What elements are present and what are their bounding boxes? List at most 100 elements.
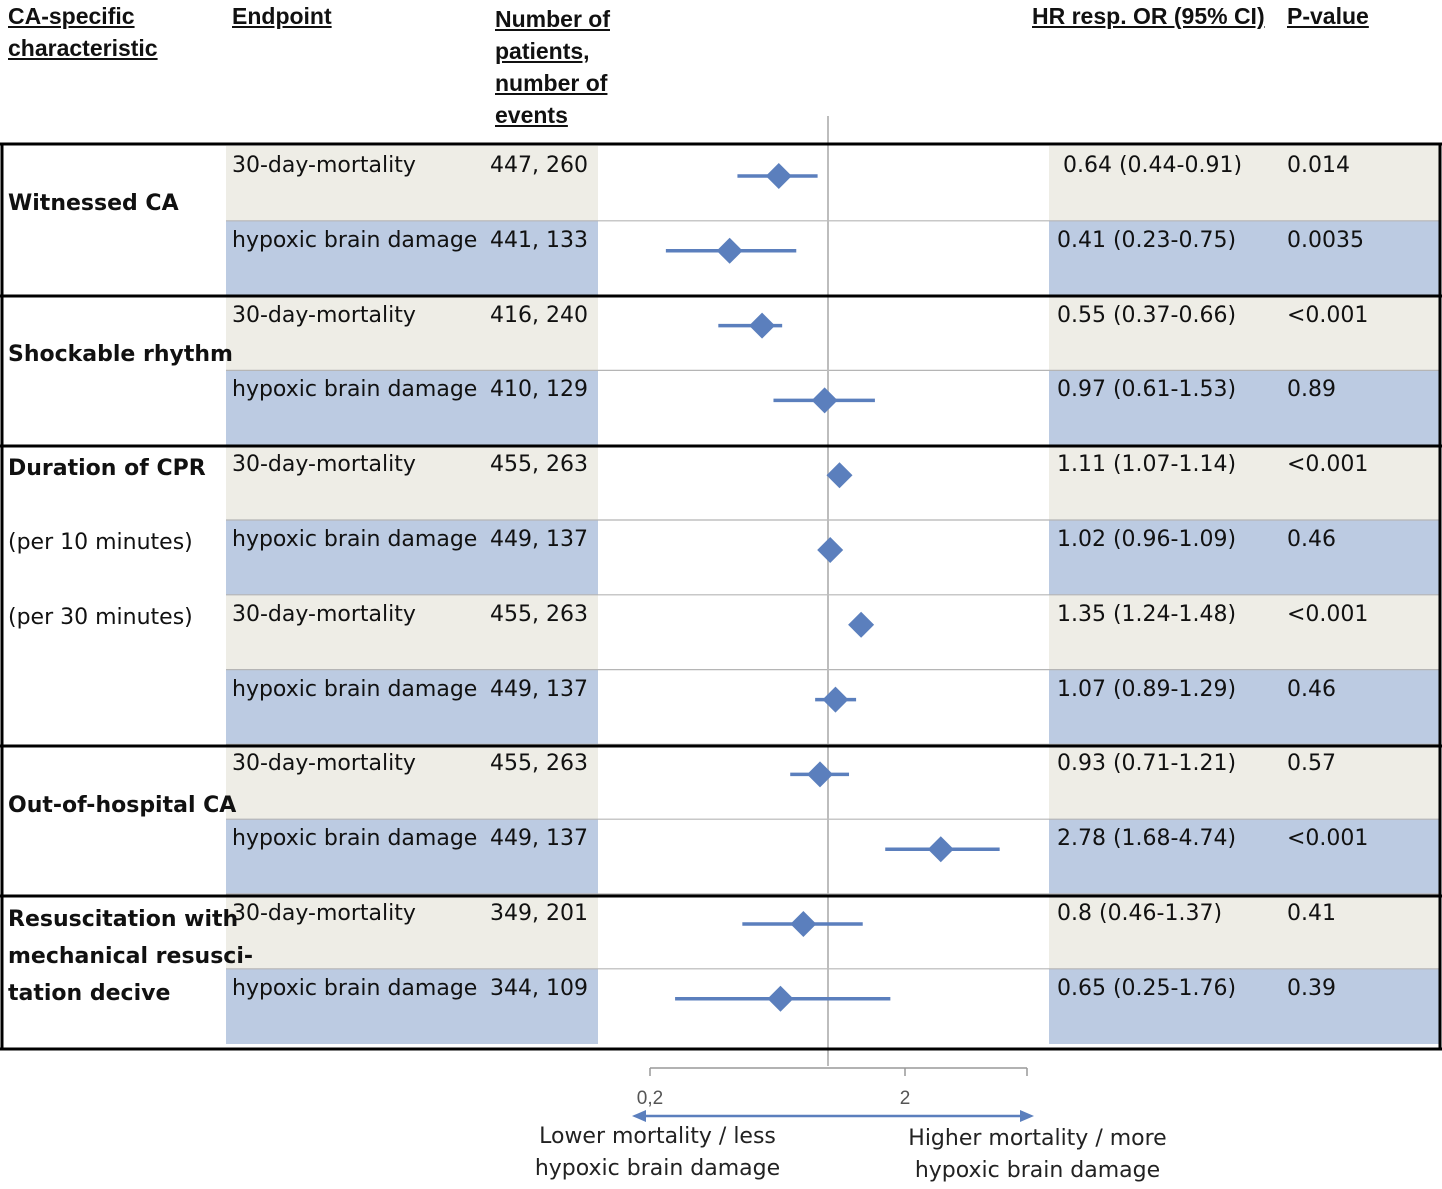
- endpoint-cell: hypoxic brain damage: [232, 975, 478, 1001]
- group-cpr-per30: (per 30 minutes): [8, 599, 193, 636]
- pvalue-cell: <0.001: [1287, 601, 1369, 627]
- row-band-left: [226, 220, 598, 296]
- row-band-left: [226, 968, 598, 1044]
- header-patients: Number of patients, number of events: [495, 6, 610, 128]
- endpoint-cell: 30-day-mortality: [232, 601, 416, 627]
- group-mechanical: Resuscitation with mechanical resusci- t…: [8, 901, 253, 1012]
- row-band-right: [1049, 594, 1440, 670]
- hr-cell: 1.35 (1.24-1.48): [1057, 601, 1237, 627]
- patients-cell: 416, 240: [490, 302, 588, 328]
- group-label-line2: mechanical resusci-: [8, 944, 254, 969]
- pvalue-cell: 0.41: [1287, 901, 1336, 926]
- point-marker: [716, 237, 743, 264]
- endpoint-cell: 30-day-mortality: [232, 153, 416, 178]
- hr-cell: 0.93 (0.71-1.21): [1057, 751, 1237, 777]
- pvalue-cell: <0.001: [1287, 452, 1369, 478]
- patients-cell: 344, 109: [490, 975, 588, 1001]
- row-band-left: [226, 594, 598, 670]
- pvalue-cell: 0.89: [1287, 377, 1336, 403]
- group-sublabel: (per 10 minutes): [8, 530, 193, 555]
- header-characteristic: CA-specific characteristic: [8, 3, 158, 61]
- pvalue-cell: 0.46: [1287, 676, 1336, 702]
- arrow-head-right: [1020, 1110, 1034, 1122]
- row-band-right: [1049, 220, 1440, 296]
- patients-cell: 449, 137: [490, 826, 588, 852]
- row-band-left: [226, 669, 598, 745]
- group-label: Duration of CPR: [8, 456, 206, 481]
- row-band-right: [1049, 370, 1440, 446]
- group-label-line3: tation decive: [8, 981, 171, 1006]
- row-band-right: [1049, 146, 1440, 221]
- arrow-head-left: [632, 1110, 646, 1122]
- row-band-left: [226, 146, 598, 221]
- point-marker: [811, 387, 838, 414]
- x-tick-label: 0,2: [637, 1088, 663, 1109]
- group-ohca: Out-of-hospital CA: [8, 787, 236, 824]
- row-band-right: [1049, 744, 1440, 820]
- hr-cell: 0.64 (0.44-0.91): [1063, 153, 1243, 178]
- hr-cell: 0.65 (0.25-1.76): [1057, 975, 1237, 1001]
- patients-cell: 349, 201: [490, 901, 588, 926]
- patients-cell: 447, 260: [490, 153, 588, 178]
- endpoint-cell: hypoxic brain damage: [232, 676, 478, 702]
- patients-cell: 410, 129: [490, 377, 588, 403]
- group-cpr-per10: (per 10 minutes): [8, 524, 193, 561]
- row-band-right: [1049, 669, 1440, 745]
- patients-cell: 455, 263: [490, 601, 588, 627]
- x-tick-label: 2: [900, 1088, 911, 1109]
- point-marker: [765, 163, 792, 189]
- group-witnessed: Witnessed CA: [8, 185, 179, 222]
- endpoint-cell: 30-day-mortality: [232, 452, 416, 478]
- pvalue-cell: 0.39: [1287, 975, 1336, 1001]
- point-marker: [826, 462, 853, 489]
- row-band-right: [1049, 295, 1440, 371]
- hr-cell: 0.55 (0.37-0.66): [1057, 302, 1237, 328]
- point-marker: [790, 911, 817, 937]
- patients-cell: 455, 263: [490, 452, 588, 478]
- header-pvalue: P-value: [1287, 3, 1369, 29]
- patients-cell: 449, 137: [490, 527, 588, 552]
- row-band-right: [1049, 819, 1440, 894]
- right-annotation: Higher mortality / more hypoxic brain da…: [908, 1126, 1167, 1183]
- pvalue-cell: 0.0035: [1287, 227, 1364, 253]
- patients-cell: 441, 133: [490, 227, 588, 253]
- hr-cell: 2.78 (1.68-4.74): [1057, 826, 1237, 852]
- group-label: Witnessed CA: [8, 191, 179, 216]
- group-shockable: Shockable rhythm: [8, 336, 233, 373]
- pvalue-cell: 0.46: [1287, 527, 1336, 552]
- row-band-left: [226, 370, 598, 446]
- hr-cell: 1.11 (1.07-1.14): [1057, 452, 1237, 478]
- patients-cell: 455, 263: [490, 751, 588, 777]
- point-marker: [806, 761, 833, 788]
- endpoint-cell: 30-day-mortality: [232, 751, 416, 777]
- hr-cell: 0.97 (0.61-1.53): [1057, 377, 1237, 403]
- group-label-line1: Resuscitation with: [8, 907, 239, 932]
- point-marker: [927, 836, 954, 863]
- row-band-left: [226, 295, 598, 371]
- left-annotation: Lower mortality / less hypoxic brain dam…: [534, 1124, 781, 1181]
- pvalue-cell: <0.001: [1287, 302, 1369, 328]
- endpoint-cell: 30-day-mortality: [232, 901, 416, 926]
- patients-cell: 449, 137: [490, 676, 588, 702]
- hr-cell: 1.07 (0.89-1.29): [1057, 676, 1237, 702]
- group-sublabel: (per 30 minutes): [8, 605, 193, 630]
- point-marker: [767, 985, 794, 1012]
- row-band-right: [1049, 968, 1440, 1044]
- row-band-left: [226, 894, 598, 969]
- group-cpr-title: Duration of CPR: [8, 450, 206, 487]
- row-band-right: [1049, 445, 1440, 520]
- pvalue-cell: 0.014: [1287, 153, 1350, 178]
- row-band-right: [1049, 520, 1440, 595]
- row-band-right: [1049, 894, 1440, 969]
- point-marker: [822, 686, 849, 713]
- hr-cell: 0.41 (0.23-0.75): [1057, 227, 1237, 253]
- row-band-left: [226, 744, 598, 820]
- hr-cell: 0.8 (0.46-1.37): [1057, 901, 1223, 926]
- endpoint-cell: 30-day-mortality: [232, 302, 416, 328]
- pvalue-cell: <0.001: [1287, 826, 1369, 852]
- pvalue-cell: 0.57: [1287, 751, 1336, 777]
- endpoint-cell: hypoxic brain damage: [232, 527, 478, 552]
- header-hr: HR resp. OR (95% CI): [1032, 3, 1265, 29]
- point-marker: [848, 611, 875, 638]
- hr-cell: 1.02 (0.96-1.09): [1057, 527, 1237, 552]
